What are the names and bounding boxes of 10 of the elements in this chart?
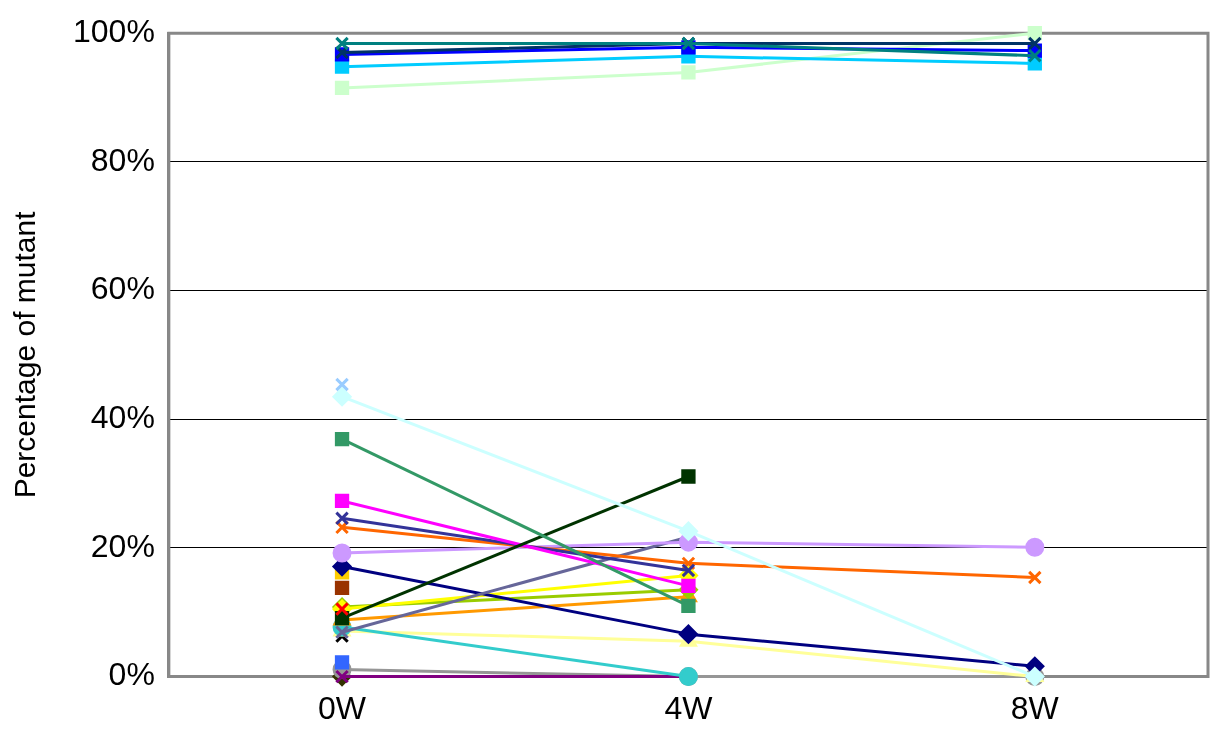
y-axis-title: Percentage of mutant <box>8 210 42 499</box>
y-tick-label: 20% <box>90 527 155 564</box>
y-tick-label: 80% <box>90 141 155 178</box>
y-tick-label: 40% <box>90 399 155 436</box>
x-tick-label: 0W <box>318 689 367 726</box>
y-tick-label: 60% <box>90 270 155 307</box>
x-tick-label: 4W <box>664 689 714 726</box>
y-tick-label: 100% <box>73 13 155 50</box>
y-tick-label: 0% <box>108 656 155 693</box>
x-tick-label: 8W <box>1010 689 1060 726</box>
